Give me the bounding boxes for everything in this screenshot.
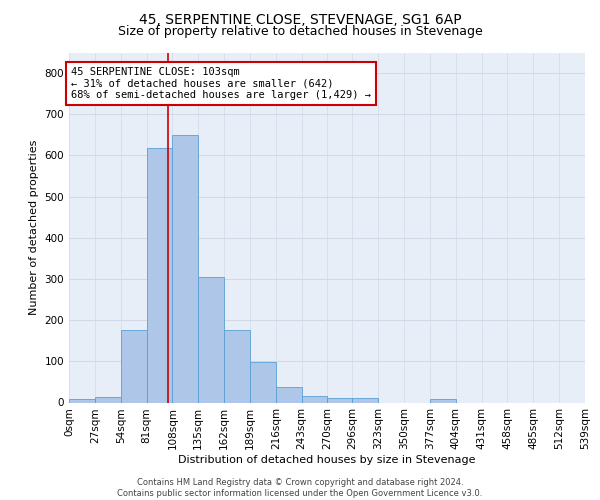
- Text: Contains HM Land Registry data © Crown copyright and database right 2024.
Contai: Contains HM Land Registry data © Crown c…: [118, 478, 482, 498]
- Bar: [302, 396, 328, 402]
- Bar: [121, 330, 146, 402]
- Bar: [250, 362, 276, 403]
- Text: 45 SERPENTINE CLOSE: 103sqm
← 31% of detached houses are smaller (642)
68% of se: 45 SERPENTINE CLOSE: 103sqm ← 31% of det…: [71, 67, 371, 100]
- Bar: [172, 135, 198, 402]
- Bar: [198, 277, 224, 402]
- Text: 45, SERPENTINE CLOSE, STEVENAGE, SG1 6AP: 45, SERPENTINE CLOSE, STEVENAGE, SG1 6AP: [139, 12, 461, 26]
- Bar: [146, 148, 172, 402]
- Bar: [430, 399, 456, 402]
- Bar: [69, 399, 95, 402]
- X-axis label: Distribution of detached houses by size in Stevenage: Distribution of detached houses by size …: [178, 455, 476, 465]
- Text: Size of property relative to detached houses in Stevenage: Size of property relative to detached ho…: [118, 25, 482, 38]
- Bar: [276, 387, 302, 402]
- Bar: [224, 330, 250, 402]
- Bar: [95, 397, 121, 402]
- Bar: [352, 398, 378, 402]
- Bar: [328, 398, 352, 402]
- Y-axis label: Number of detached properties: Number of detached properties: [29, 140, 39, 315]
